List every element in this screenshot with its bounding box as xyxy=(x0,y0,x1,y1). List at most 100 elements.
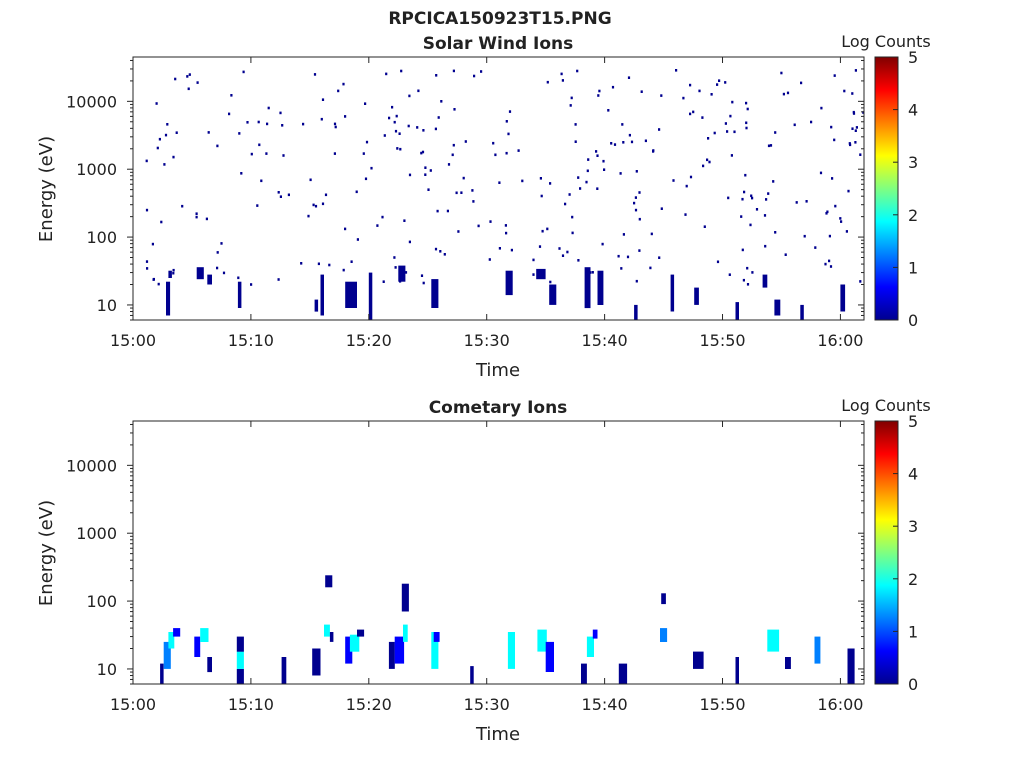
count-cell xyxy=(439,250,442,253)
count-cell xyxy=(862,111,865,114)
count-cell xyxy=(621,123,624,126)
count-cell xyxy=(726,130,729,133)
colorbar-frame xyxy=(874,56,899,321)
count-cell xyxy=(596,154,599,157)
count-cell xyxy=(628,133,631,137)
count-cell xyxy=(334,125,337,129)
count-cell xyxy=(617,254,620,258)
count-cell xyxy=(689,112,692,116)
count-cell xyxy=(421,150,425,154)
count-cell xyxy=(597,270,604,305)
count-cell xyxy=(767,192,770,195)
count-cell xyxy=(473,74,476,78)
count-cell xyxy=(672,179,675,182)
count-cell xyxy=(576,69,579,73)
count-cell xyxy=(814,246,817,249)
y-axis-label: Energy (eV) xyxy=(36,136,57,242)
colorbar: Log Counts 0 1 2 3 4 5 xyxy=(841,396,931,694)
count-cell xyxy=(549,284,557,305)
count-cell xyxy=(854,69,857,72)
count-cell xyxy=(592,629,598,639)
count-cell xyxy=(847,189,850,193)
count-cell xyxy=(707,137,710,140)
count-cell xyxy=(205,217,208,221)
count-cell xyxy=(689,175,693,179)
count-cell xyxy=(622,233,625,236)
count-cell xyxy=(391,105,394,109)
count-cell xyxy=(767,629,780,652)
count-cell xyxy=(453,108,456,111)
count-cell xyxy=(329,632,334,642)
colorbar-tick-label: 3 xyxy=(908,517,918,536)
count-cell xyxy=(848,142,851,145)
count-cell xyxy=(492,141,495,145)
count-cell xyxy=(401,583,409,612)
axis-ticks: 15:00 15:10 15:20 15:30 15:40 15:50 16:00 10 100… xyxy=(66,421,864,714)
count-cell xyxy=(350,260,353,263)
count-cell xyxy=(258,143,261,147)
count-cell xyxy=(279,195,282,198)
count-cell xyxy=(195,212,198,215)
count-cell xyxy=(155,102,158,105)
count-cell xyxy=(505,151,508,155)
colorbar: Log Counts 0 1 2 3 4 5 xyxy=(841,32,931,330)
count-cell xyxy=(769,144,773,147)
count-cell xyxy=(388,116,391,120)
count-cell xyxy=(349,634,360,652)
count-cell xyxy=(627,76,631,79)
count-cell xyxy=(824,262,827,266)
count-cell xyxy=(408,240,411,244)
count-cell xyxy=(652,150,655,153)
count-cell xyxy=(446,209,449,213)
count-cell xyxy=(730,154,733,157)
count-cell xyxy=(408,173,412,177)
y-axis-label: Energy (eV) xyxy=(36,500,57,606)
count-cell xyxy=(780,71,783,75)
count-cell xyxy=(795,201,798,204)
count-cell xyxy=(745,126,748,130)
x-tick-label: 15:00 xyxy=(110,331,156,350)
count-cell xyxy=(382,280,385,283)
figure-title: RPCICA150923T15.PNG xyxy=(388,9,611,29)
count-cell xyxy=(735,657,739,684)
count-cell xyxy=(345,281,357,308)
count-cell xyxy=(256,204,259,207)
count-cell xyxy=(250,152,253,156)
count-cell xyxy=(236,668,244,684)
count-cell xyxy=(634,304,638,320)
count-cell xyxy=(574,123,577,126)
count-cell xyxy=(741,248,744,252)
count-cell xyxy=(385,72,388,76)
count-cell xyxy=(312,648,321,676)
count-cell xyxy=(163,641,171,669)
count-cell xyxy=(598,89,601,93)
count-cell xyxy=(566,250,569,254)
count-cell xyxy=(741,197,744,201)
count-cell xyxy=(517,149,520,152)
count-cell xyxy=(584,267,591,309)
count-cell xyxy=(427,188,430,191)
count-cell xyxy=(145,159,148,163)
count-cell xyxy=(716,260,720,264)
count-cell xyxy=(785,657,791,669)
count-cell xyxy=(266,122,269,126)
count-cell xyxy=(843,89,846,93)
x-axis-label: Time xyxy=(475,360,520,381)
count-cell xyxy=(586,636,594,657)
count-cell xyxy=(658,128,661,131)
colorbar-tick-label: 5 xyxy=(908,48,918,67)
count-cell xyxy=(763,214,767,217)
count-cell xyxy=(618,663,628,684)
count-cell xyxy=(471,189,474,192)
count-cell xyxy=(368,272,373,320)
colorbar-tick-label: 5 xyxy=(908,412,918,431)
count-cell xyxy=(307,214,310,218)
count-cell xyxy=(568,193,571,196)
count-cell xyxy=(422,281,425,285)
count-cell xyxy=(160,663,164,684)
colorbar-tick-label: 3 xyxy=(908,153,918,172)
count-cell xyxy=(460,191,463,194)
count-cell xyxy=(393,256,396,259)
count-cell xyxy=(820,106,823,110)
count-cell xyxy=(246,121,249,124)
